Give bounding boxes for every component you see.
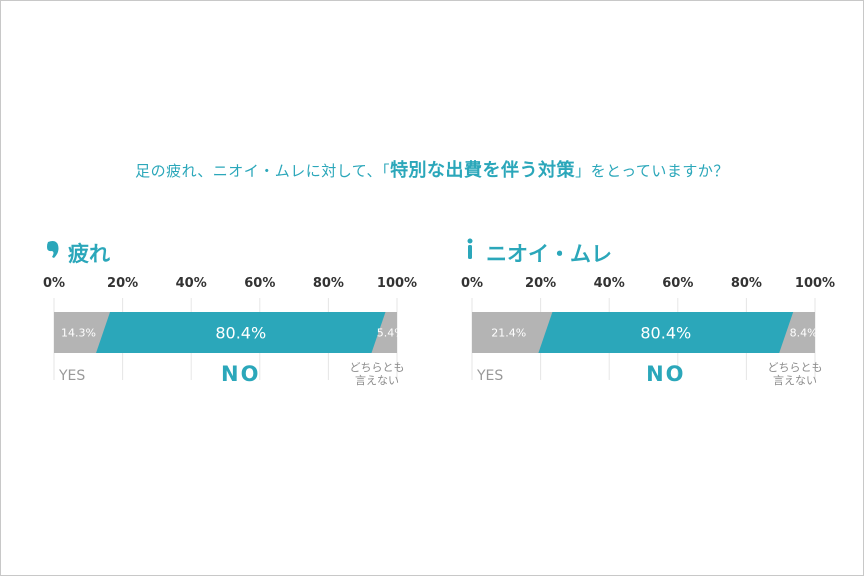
axis-tick-label: 40% — [176, 276, 207, 291]
axis-tick-label: 100% — [377, 276, 417, 291]
axis-tick-label: 80% — [731, 276, 762, 291]
category-label-other: 言えない — [355, 374, 399, 387]
question-emphasis: 特別な出費を伴う対策 — [390, 160, 576, 181]
category-label-yes: YES — [58, 368, 85, 384]
bar-segment-no — [538, 312, 794, 353]
axis-tick-label: 40% — [594, 276, 625, 291]
axis-tick-label: 60% — [244, 276, 275, 291]
category-label-no: NO — [646, 362, 685, 386]
foot-shape — [47, 241, 59, 258]
category-label-no: NO — [221, 362, 260, 386]
axis-tick-label: 20% — [525, 276, 556, 291]
standing-person-icon — [467, 238, 473, 259]
body-shape — [468, 245, 472, 259]
axis-tick-label: 0% — [461, 276, 483, 291]
value-label-other: 5.4% — [377, 327, 405, 340]
value-label-no: 80.4% — [640, 324, 691, 343]
axis-tick-label: 100% — [795, 276, 835, 291]
chart-2: ニオイ・ムレ0% 20% 40% 60% 80% 100% 21.4% 80.4% 8.4% YE… — [461, 238, 835, 387]
foot-icon — [47, 241, 59, 258]
value-label-other: 8.4% — [790, 327, 818, 340]
category-label-other: どちらとも — [350, 361, 405, 374]
category-label-other: どちらとも — [768, 361, 823, 374]
value-label-yes: 14.3% — [61, 327, 96, 340]
survey-question: 足の疲れ、ニオイ・ムレに対して、「特別な出費を伴う対策」をとっていますか？ — [0, 156, 864, 182]
chart-title: 疲れ — [68, 242, 110, 266]
category-label-yes: YES — [476, 368, 503, 384]
value-label-yes: 21.4% — [491, 327, 526, 340]
value-label-no: 80.4% — [215, 324, 266, 343]
chart-title: ニオイ・ムレ — [486, 242, 612, 266]
axis-tick-label: 60% — [662, 276, 693, 291]
bar-segment-no — [96, 312, 386, 353]
chart-1: 疲れ0% 20% 40% 60% 80% 100% 14.3% 80.4% 5.4% YES NO ど… — [43, 241, 417, 387]
head-shape — [467, 238, 473, 244]
question-tail: 」をとっていますか？ — [575, 162, 729, 180]
axis-tick-label: 80% — [313, 276, 344, 291]
question-lead: 足の疲れ、ニオイ・ムレに対して、「 — [135, 162, 391, 180]
axis-tick-label: 0% — [43, 276, 65, 291]
category-label-other: 言えない — [773, 374, 817, 387]
bar-segment-yes — [472, 312, 553, 353]
bar-segment-yes — [54, 312, 111, 353]
axis-tick-label: 20% — [107, 276, 138, 291]
